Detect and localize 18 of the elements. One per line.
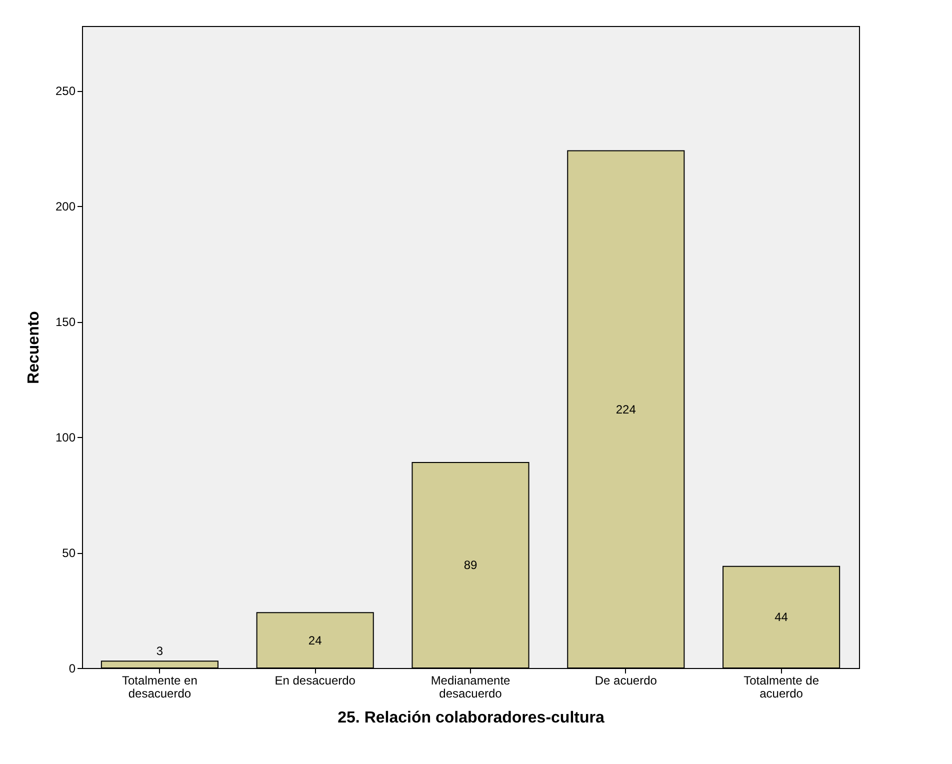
x-tick-label: Medianamente desacuerdo [430,674,511,700]
x-tick-label: Totalmente de acuerdo [744,674,820,700]
y-tick-label: 150 [55,315,76,330]
x-tick-label: De acuerdo [594,674,658,688]
data-label: 224 [616,402,636,416]
data-label: 44 [774,610,788,624]
x-tick-label: Totalmente en desacuerdo [122,674,198,700]
y-tick-label: 100 [55,430,76,445]
y-tick-label: 50 [62,546,76,560]
data-label: 3 [156,644,164,658]
y-tick-label: 200 [55,200,76,214]
x-tick-label: En desacuerdo [274,674,356,688]
x-axis-title: 25. Relación colaboradores-cultura [338,710,604,726]
y-tick-label: 250 [55,84,76,98]
y-axis-title: Recuento [25,310,42,384]
data-label: 24 [308,633,322,648]
data-label: 89 [464,558,478,572]
y-tick-label: 0 [68,662,76,676]
